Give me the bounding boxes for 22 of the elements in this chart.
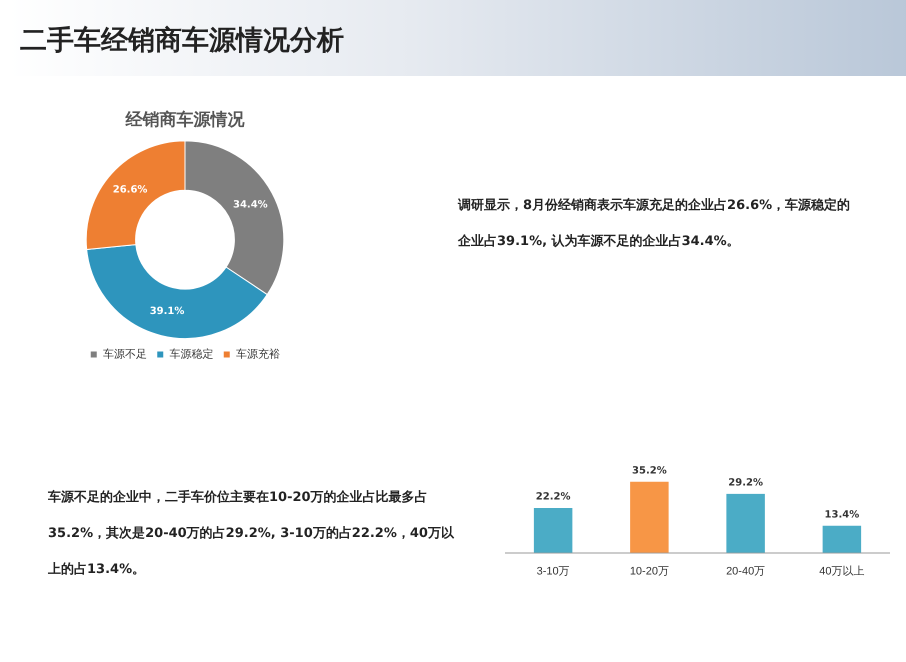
legend-label: 车源稳定 xyxy=(169,348,214,361)
data-label: 29.2% xyxy=(728,477,763,488)
text: 二手车经销商车源情况分析 xyxy=(20,24,344,58)
data-label: 34.4% xyxy=(232,199,268,210)
chart-title: 经销商车源情况 xyxy=(124,110,246,129)
data-label: 13.4% xyxy=(824,509,860,520)
data-label: 39.1% xyxy=(150,306,184,318)
x-tick-label: 3-10万 xyxy=(536,565,570,578)
x-tick-label: 40万以上 xyxy=(819,564,864,578)
data-label: 22.2% xyxy=(536,492,570,503)
data-label: 26.6% xyxy=(112,184,148,196)
legend-label: 车源充裕 xyxy=(236,348,280,361)
x-tick-label: 10-20万 xyxy=(630,565,669,578)
x-tick-label: 20-40万 xyxy=(726,565,766,578)
legend-label: 车源不足 xyxy=(102,348,147,361)
text: 调研显示，8月份经销商表示车源充足的企业占26.6%，车源稳定的企业占39.1%, 认为车源不足的企业占34.4%。 xyxy=(458,198,850,249)
text: 车源不足的企业中，二手车价位主要在10-20万的企业占比最多占35.2%，其次是20-40万的占29.2%, 3-10万的占22.2%，40万以上的占13.4%。 xyxy=(48,490,454,577)
bar xyxy=(534,508,572,553)
bar xyxy=(630,482,669,553)
data-label: 35.2% xyxy=(632,465,667,476)
bar xyxy=(726,494,765,553)
bar xyxy=(822,526,862,553)
